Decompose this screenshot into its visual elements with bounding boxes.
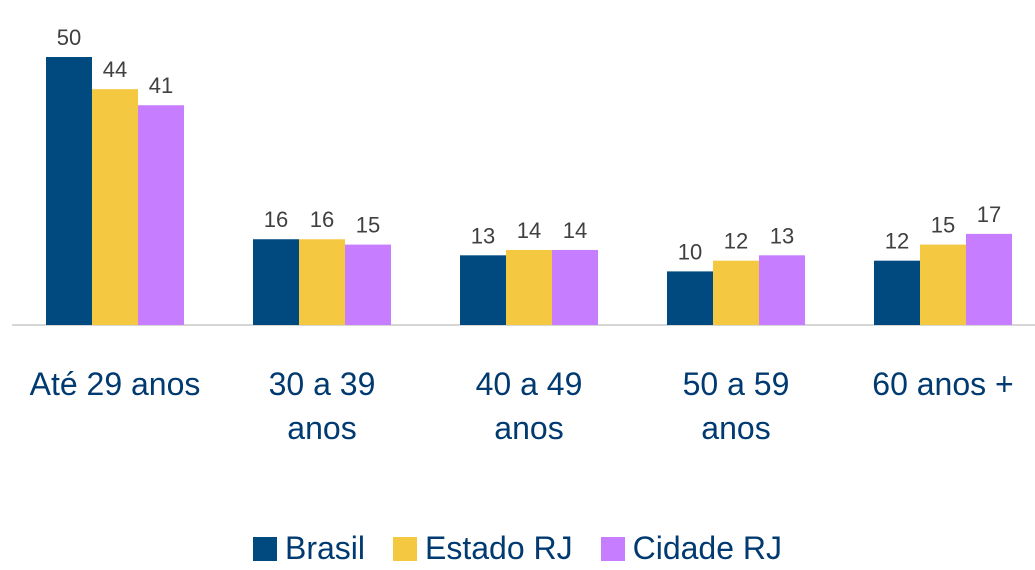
- bar: [506, 249, 552, 325]
- legend-swatch: [600, 536, 625, 561]
- x-tick-label: 30 a 39 anos: [268, 366, 376, 446]
- data-label: 41: [149, 73, 173, 98]
- bar: [345, 244, 391, 325]
- bar: [713, 260, 759, 325]
- legend-swatch: [252, 536, 277, 561]
- bar: [253, 239, 299, 325]
- bar: [966, 233, 1012, 325]
- bar: [92, 89, 138, 325]
- data-label: 13: [770, 223, 794, 248]
- data-label: 13: [471, 223, 495, 248]
- data-label: 16: [264, 207, 288, 232]
- bar: [667, 271, 713, 325]
- x-tick-label: 60 anos +: [872, 366, 1014, 402]
- bar: [874, 260, 920, 325]
- data-label: 10: [678, 239, 702, 264]
- data-label: 50: [57, 25, 81, 50]
- data-label: 15: [931, 213, 955, 238]
- x-tick-label: 50 a 59 anos: [682, 366, 790, 446]
- legend-item: Cidade RJ: [600, 530, 783, 567]
- data-label: 12: [724, 229, 748, 254]
- legend-item: Estado RJ: [392, 530, 573, 567]
- legend-swatch: [392, 536, 417, 561]
- data-label: 16: [310, 207, 334, 232]
- data-label: 15: [356, 213, 380, 238]
- bar: [552, 249, 598, 325]
- bar: [759, 255, 805, 325]
- legend: Brasil Estado RJ Cidade RJ: [0, 530, 1035, 567]
- x-tick-label: Até 29 anos: [29, 366, 201, 402]
- plot: 50 44 41 16 16 15 13 14 14 10 12 13 12 15 17: [12, 25, 1035, 326]
- data-label: 44: [103, 57, 127, 82]
- legend-item: Brasil: [252, 530, 365, 567]
- data-label: 17: [977, 202, 1001, 227]
- bar: [138, 105, 184, 326]
- bar: [46, 57, 92, 325]
- legend-label: Cidade RJ: [632, 530, 783, 566]
- data-label: 12: [885, 229, 909, 254]
- data-label: 14: [517, 218, 541, 243]
- data-label: 14: [563, 218, 587, 243]
- legend-label: Estado RJ: [424, 530, 573, 566]
- legend-label: Brasil: [284, 530, 365, 566]
- bar: [299, 239, 345, 325]
- x-tick-label: 40 a 49 anos: [475, 366, 583, 446]
- bar: [460, 255, 506, 325]
- bar: [920, 244, 966, 325]
